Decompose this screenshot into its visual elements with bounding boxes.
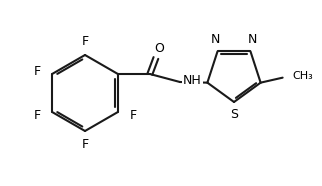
Text: NH: NH — [183, 73, 202, 86]
Text: F: F — [81, 139, 89, 152]
Text: S: S — [230, 108, 238, 121]
Text: F: F — [129, 108, 137, 121]
Text: CH₃: CH₃ — [293, 71, 313, 81]
Text: N: N — [248, 33, 257, 46]
Text: F: F — [33, 108, 41, 121]
Text: N: N — [211, 33, 220, 46]
Text: F: F — [81, 34, 89, 47]
Text: F: F — [33, 65, 41, 78]
Text: O: O — [154, 41, 164, 54]
